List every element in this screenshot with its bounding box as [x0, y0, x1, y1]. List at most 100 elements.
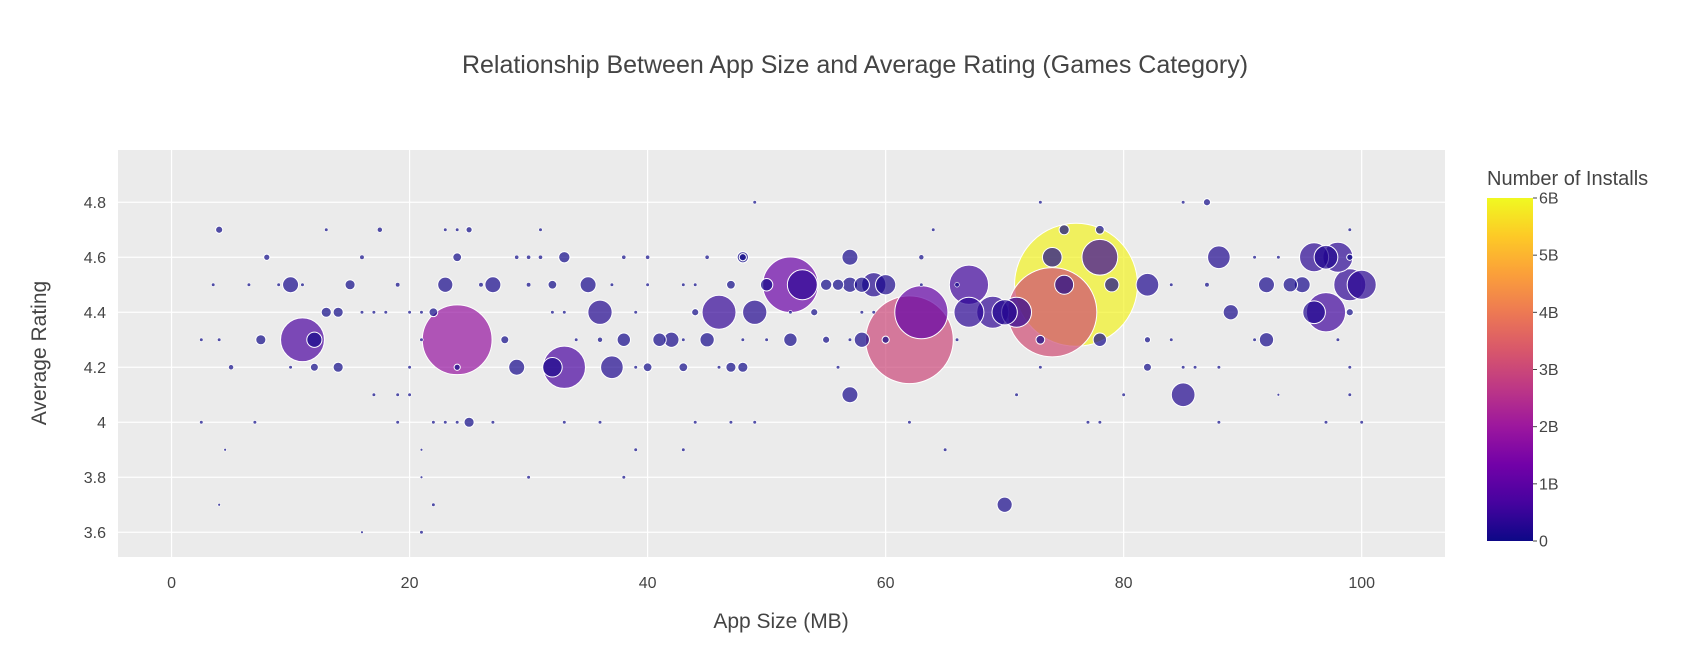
bubble[interactable] [853, 276, 870, 293]
bubble[interactable] [320, 306, 332, 318]
bubble[interactable] [996, 496, 1013, 513]
bubble[interactable] [419, 475, 424, 479]
bubble[interactable] [526, 282, 532, 288]
bubble[interactable] [360, 530, 364, 534]
bubble[interactable] [1345, 308, 1354, 317]
bubble[interactable] [943, 447, 948, 452]
bubble[interactable] [288, 365, 293, 370]
bubble[interactable] [1346, 253, 1354, 261]
bubble[interactable] [1170, 382, 1196, 408]
bubble[interactable] [954, 337, 960, 342]
bubble[interactable] [907, 420, 912, 425]
bubble[interactable] [419, 448, 424, 452]
bubble[interactable] [1058, 224, 1070, 236]
bubble[interactable] [681, 337, 686, 342]
bubble[interactable] [737, 361, 749, 373]
bubble[interactable] [371, 310, 376, 315]
bubble[interactable] [783, 332, 798, 347]
bubble[interactable] [752, 200, 757, 205]
bubble[interactable] [740, 337, 745, 342]
bubble[interactable] [681, 447, 686, 452]
bubble[interactable] [453, 363, 461, 371]
bubble[interactable] [324, 227, 329, 232]
bubble[interactable] [819, 278, 833, 291]
bubble[interactable] [759, 278, 774, 292]
bubble[interactable] [871, 310, 876, 315]
bubble[interactable] [252, 420, 257, 425]
bubble[interactable] [1181, 200, 1186, 205]
bubble[interactable] [309, 362, 319, 372]
bubble[interactable] [752, 420, 757, 425]
bubble[interactable] [228, 364, 234, 371]
bubble[interactable] [431, 502, 436, 507]
bubble[interactable] [587, 299, 613, 325]
bubble[interactable] [1097, 420, 1102, 425]
bubble[interactable] [437, 276, 454, 293]
bubble[interactable] [1181, 365, 1186, 370]
bubble[interactable] [835, 365, 841, 370]
bubble[interactable] [991, 299, 1018, 326]
bubble[interactable] [465, 226, 473, 234]
bubble[interactable] [1302, 300, 1326, 325]
bubble[interactable] [1276, 393, 1281, 397]
bubble[interactable] [1142, 362, 1152, 372]
bubble[interactable] [645, 254, 651, 260]
bubble[interactable] [725, 361, 737, 373]
bubble[interactable] [881, 335, 890, 344]
bubble[interactable] [1192, 365, 1198, 370]
bubble[interactable] [831, 278, 845, 291]
bubble[interactable] [215, 225, 224, 234]
bubble[interactable] [419, 310, 424, 315]
bubble[interactable] [738, 253, 747, 262]
bubble[interactable] [395, 282, 401, 288]
bubble[interactable] [1257, 276, 1275, 294]
bubble[interactable] [616, 332, 632, 347]
bubble[interactable] [728, 420, 734, 425]
bubble[interactable] [1092, 332, 1108, 347]
bubble[interactable] [699, 332, 715, 348]
bubble[interactable] [223, 448, 227, 452]
bubble[interactable] [455, 420, 460, 425]
bubble[interactable] [211, 282, 216, 287]
bubble[interactable] [1014, 392, 1019, 397]
bubble[interactable] [1207, 245, 1231, 270]
bubble[interactable] [371, 392, 376, 397]
bubble[interactable] [395, 420, 400, 425]
bubble[interactable] [1222, 304, 1239, 321]
bubble[interactable] [1135, 272, 1160, 297]
bubble[interactable] [642, 362, 653, 373]
bubble[interactable] [1258, 332, 1275, 348]
bubble[interactable] [526, 254, 532, 260]
bubble[interactable] [558, 251, 571, 264]
bubble[interactable] [954, 282, 960, 288]
bubble[interactable] [1041, 246, 1063, 268]
bubble[interactable] [875, 274, 897, 296]
bubble[interactable] [443, 227, 448, 232]
bubble[interactable] [1347, 365, 1352, 370]
bubble[interactable] [407, 310, 412, 315]
bubble[interactable] [621, 254, 627, 260]
bubble[interactable] [704, 254, 710, 260]
bubble[interactable] [562, 310, 567, 315]
bubble[interactable] [508, 358, 526, 376]
bubble[interactable] [217, 503, 221, 507]
bubble[interactable] [246, 282, 252, 287]
bubble[interactable] [574, 337, 579, 342]
bubble[interactable] [478, 282, 484, 288]
bubble[interactable] [276, 282, 281, 287]
bubble[interactable] [847, 337, 853, 342]
bubble[interactable] [526, 475, 531, 480]
bubble[interactable] [810, 308, 819, 317]
bubble[interactable] [681, 282, 686, 287]
bubble[interactable] [1346, 269, 1377, 300]
bubble[interactable] [597, 420, 603, 425]
bubble[interactable] [484, 276, 502, 294]
bubble[interactable] [693, 420, 698, 425]
bubble[interactable] [463, 416, 475, 428]
bubble[interactable] [490, 420, 495, 425]
bubble[interactable] [621, 475, 626, 480]
bubble[interactable] [1282, 277, 1298, 293]
bubble[interactable] [332, 361, 344, 373]
bubble[interactable] [1347, 227, 1352, 232]
bubble[interactable] [919, 282, 924, 287]
